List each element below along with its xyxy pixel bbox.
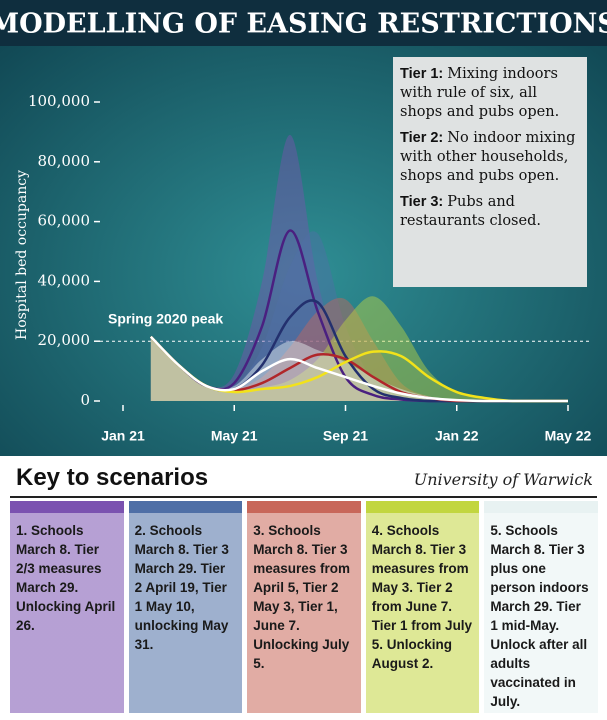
- legend-label: 1. Schools March 8. Tier 2/3 measures Ma…: [16, 523, 116, 633]
- legend-title: Key to scenarios: [16, 464, 209, 491]
- legend-label: 4. Schools March 8. Tier 3 measures from…: [371, 523, 473, 671]
- annotation: Spring 2020 peak: [108, 311, 223, 327]
- tier-text: Mixing indoors with rule of six, all sho…: [400, 66, 560, 120]
- legend-label: 5. Schools March 8. Tier 3 plus one pers…: [490, 523, 589, 709]
- x-tick-label: Jan 21: [101, 428, 145, 444]
- source: University of Warwick: [413, 470, 593, 489]
- legend: 1. Schools March 8. Tier 2/3 measures Ma…: [10, 501, 598, 713]
- tier-label: Tier 2:: [400, 130, 444, 146]
- legend-entry: 1. Schools March 8. Tier 2/3 measures Ma…: [10, 501, 124, 713]
- tier-label: Tier 3:: [400, 194, 444, 210]
- y-tick-label: 80,000: [38, 152, 91, 170]
- x-tick-label: May 22: [545, 428, 592, 444]
- key-header: Key to scenarios University of Warwick: [10, 462, 597, 498]
- legend-entry: 5. Schools March 8. Tier 3 plus one pers…: [484, 501, 598, 713]
- y-axis-label: Hospital bed occupancy: [14, 170, 30, 340]
- x-tick-label: May 21: [211, 428, 258, 444]
- legend-swatch: [10, 501, 124, 513]
- legend-swatch: [247, 501, 361, 513]
- y-tick-label: 0: [80, 391, 90, 409]
- tier-text: No indoor mixing with other households, …: [400, 130, 576, 184]
- legend-entry: 4. Schools March 8. Tier 3 measures from…: [365, 501, 480, 713]
- legend-label: 3. Schools March 8. Tier 3 measures from…: [253, 523, 350, 671]
- tier-label: Tier 1:: [400, 66, 444, 82]
- tier-note: Tier 1: Mixing indoors with rule of six, …: [400, 65, 580, 122]
- legend-swatch: [484, 501, 598, 513]
- y-tick-label: 60,000: [38, 212, 91, 230]
- title-band: [0, 0, 607, 46]
- y-tick-label: 100,000: [28, 92, 90, 110]
- legend-label: 2. Schools March 8. Tier 3 March 29. Tie…: [134, 523, 229, 652]
- legend-entry: 3. Schools March 8. Tier 3 measures from…: [247, 501, 361, 713]
- legend-entry: 2. Schools March 8. Tier 3 March 29. Tie…: [128, 501, 243, 713]
- x-tick-label: Sep 21: [323, 428, 368, 444]
- band: [150, 134, 568, 401]
- band: [150, 297, 568, 401]
- tier-note: Tier 2: No indoor mixing with other house…: [400, 129, 580, 186]
- tier-notes: Tier 1: Mixing indoors with rule of six, …: [393, 57, 587, 287]
- tier-text: Pubs and restaurants closed.: [400, 194, 541, 229]
- y-tick-label: 20,000: [38, 331, 91, 349]
- legend-swatch: [128, 501, 243, 513]
- tier-note: Tier 3: Pubs and restaurants closed.: [400, 193, 580, 231]
- y-tick-label: 40,000: [38, 271, 91, 289]
- line: [149, 335, 568, 403]
- legend-swatch: [365, 501, 480, 513]
- x-tick-label: Jan 22: [435, 428, 479, 444]
- band: [150, 296, 568, 401]
- chart-title: MODELLING OF EASING RESTRICTIONS: [0, 9, 607, 40]
